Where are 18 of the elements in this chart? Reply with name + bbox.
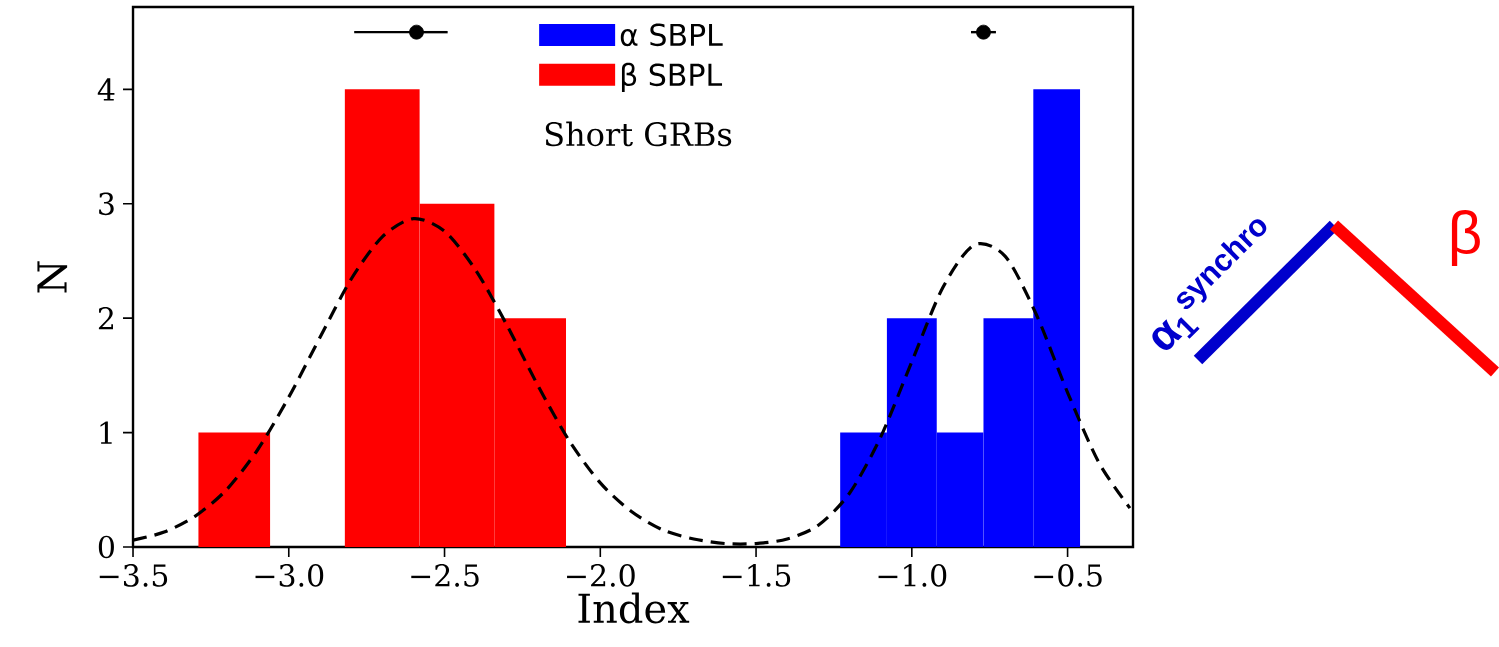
y-tick-label: 3 — [99, 192, 114, 216]
x-tick-label: −2.5 — [411, 564, 479, 587]
x-tick-label: −3.0 — [255, 564, 324, 587]
annotation: Short GRBs — [545, 121, 732, 147]
x-tick-label: −1.0 — [878, 564, 947, 587]
x-tick-label: −0.5 — [1034, 564, 1102, 587]
y-tick-label: 4 — [97, 78, 115, 101]
x-axis-title: Index — [578, 592, 690, 624]
legend-label: α SBPL — [620, 23, 723, 47]
legend-label: β SBPL — [621, 62, 723, 92]
text: β — [1451, 210, 1480, 266]
x-tick-label: −3.5 — [99, 564, 168, 587]
y-tick-label: 0 — [98, 535, 114, 559]
x-tick-label: −2.0 — [567, 564, 635, 587]
x-tick-label: −1.5 — [722, 564, 791, 587]
y-tick-label: 1 — [100, 421, 112, 444]
y-axis-title: N — [37, 261, 68, 293]
y-tick-label: 2 — [98, 307, 113, 330]
